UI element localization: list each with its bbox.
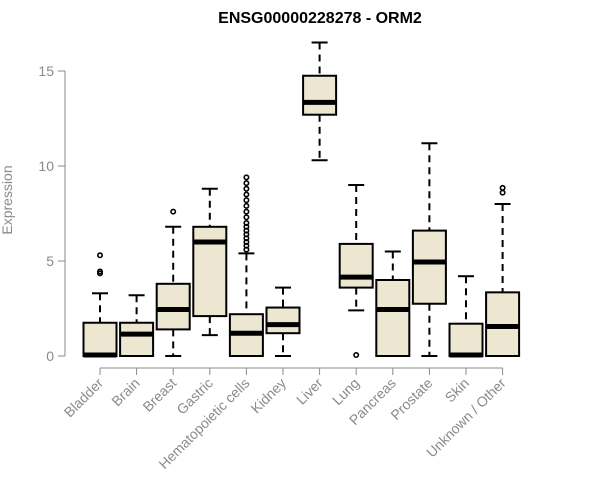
x-tick-label: Liver [293,375,326,408]
y-tick-label: 0 [46,348,54,364]
y-tick-label: 10 [38,158,54,174]
chart-title: ENSG00000228278 - ORM2 [218,10,422,27]
outlier-point [353,352,360,359]
outlier-point [499,184,506,191]
outlier-point [499,189,506,196]
iqr-box [302,74,338,116]
box-hematopoietic-cells [228,174,264,358]
outlier-point [243,191,250,198]
box-skin [448,275,484,358]
iqr-box [338,242,374,289]
iqr-box [411,229,447,305]
box-group [82,41,521,359]
y-tick-label: 15 [38,63,54,79]
outlier-point [243,220,250,227]
outlier-point [97,252,104,259]
box-breast [155,208,191,357]
y-axis: 0 5 10 15 [38,63,66,364]
outlier-point [97,268,104,275]
box-unknown-other [485,184,521,358]
iqr-box [375,279,411,357]
box-brain [119,294,155,357]
x-tick-label: Lung [329,375,362,408]
box-prostate [411,142,447,357]
iqr-box [265,306,301,335]
x-tick-label: Skin [442,375,473,406]
outlier-point [243,214,250,221]
x-tick-label: Brain [108,375,142,409]
iqr-box [155,282,191,331]
x-tick-label: Breast [139,375,179,415]
y-axis-label: Expression [0,165,15,234]
outlier-point [243,208,250,215]
outlier-point [243,174,250,181]
outlier-point [243,202,250,209]
iqr-box [448,322,484,358]
outlier-point [243,180,250,187]
y-tick-label: 5 [46,253,54,269]
iqr-box [82,321,118,357]
box-bladder [82,252,118,358]
box-lung [338,184,374,359]
box-pancreas [375,250,411,357]
outlier-point [243,197,250,204]
x-tick-label: Bladder [61,375,107,421]
box-gastric [192,187,228,337]
outlier-point [243,185,250,192]
box-liver [302,41,338,162]
iqr-box [119,321,155,357]
x-tick-label: Kidney [248,375,290,417]
box-kidney [265,286,301,357]
outlier-point [170,208,177,215]
